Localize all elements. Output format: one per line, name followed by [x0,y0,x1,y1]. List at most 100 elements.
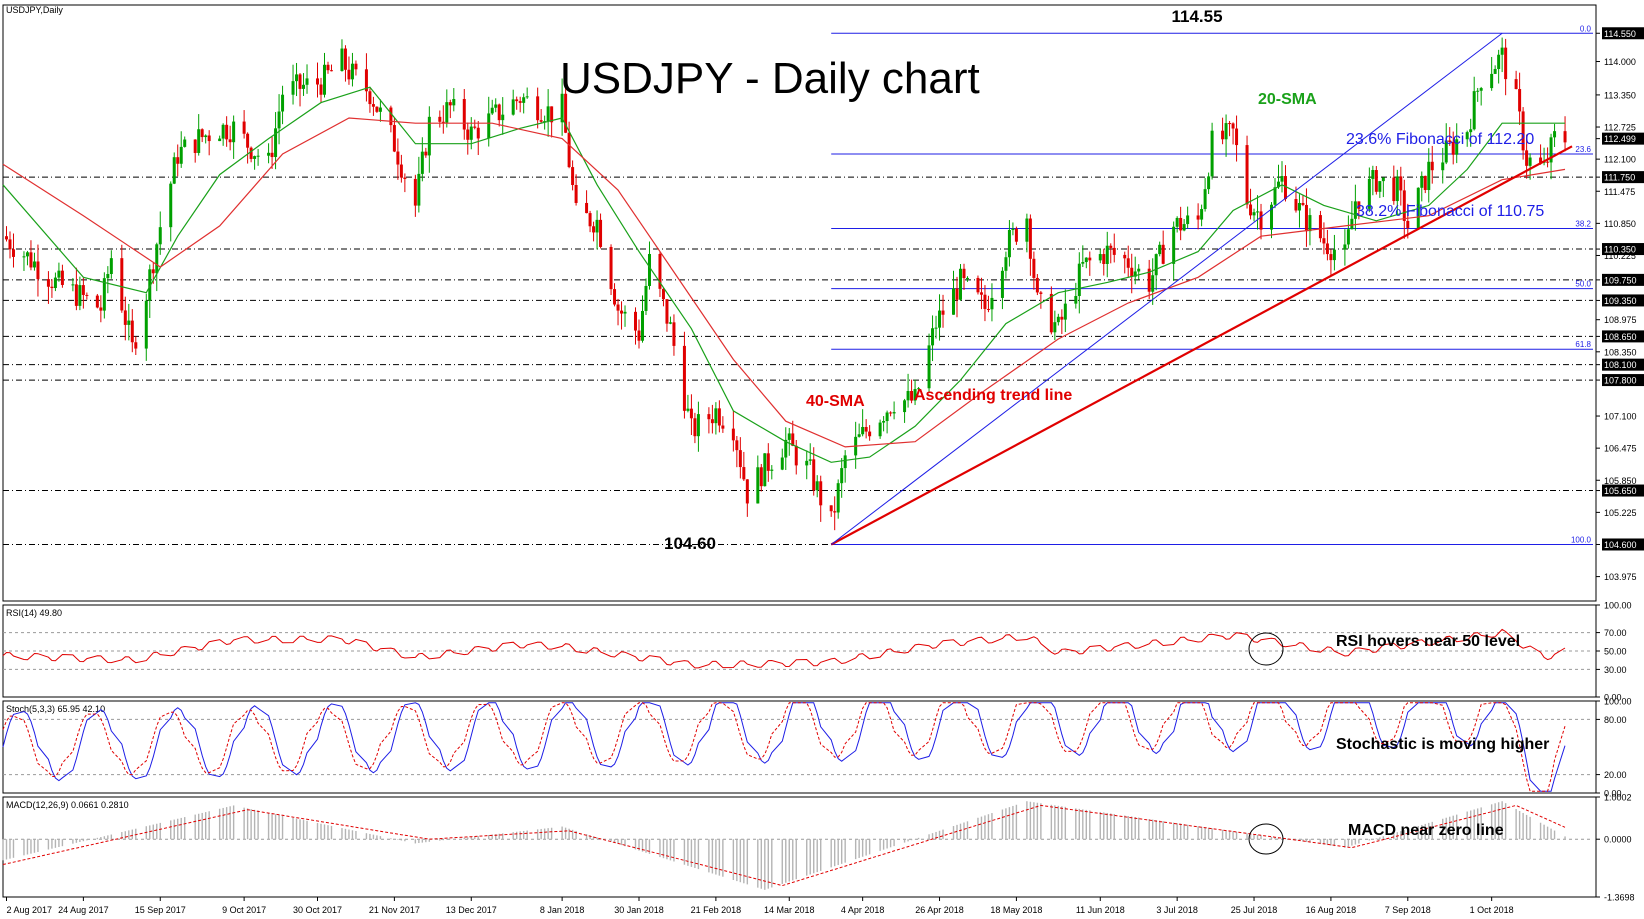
candle-body [1245,145,1249,205]
candle-body [183,139,187,147]
candle-body [1123,254,1127,259]
candle-body [1451,142,1455,155]
candle-body [693,418,697,437]
candle-body [1448,140,1452,143]
candle-body [347,69,351,80]
candle-body [1105,245,1109,264]
date-tick-label: 21 Feb 2018 [691,905,742,915]
candle-body [780,457,784,470]
candle-body [595,219,599,233]
candle-body [1102,254,1106,264]
candle-body [1357,201,1361,209]
candle-body [207,135,211,142]
candle-body [1182,224,1186,231]
candle-body [46,279,50,287]
candle-body [1056,316,1060,323]
candle-body [1423,175,1427,191]
sma20-line [2,86,1565,463]
candle-body [123,310,127,325]
candle-body [546,106,550,122]
candle-body [815,481,819,491]
candle-body [1276,181,1280,188]
candle-body [319,84,323,95]
candle-body [32,261,36,268]
macd-tick-label: 1.0002 [1604,793,1632,803]
date-tick-label: 7 Sep 2018 [1385,905,1431,915]
panel-frame-0 [2,4,1597,602]
price-tick-label: 114.550 [1604,29,1636,39]
candle-body [1563,131,1567,143]
candle-body [1353,201,1357,219]
candle-body [1308,215,1312,232]
candle-body [1063,303,1067,320]
candle-body [1371,170,1375,179]
candle-body [1249,204,1253,216]
candle-body [102,278,106,311]
candle-body [791,433,795,446]
candle-body [571,167,575,185]
candle-body [564,93,568,133]
date-tick-label: 30 Jan 2018 [614,905,664,915]
candle-body [204,135,208,138]
candle-body [60,270,64,285]
candle-body [668,322,672,324]
date-tick-label: 1 Oct 2018 [1470,905,1514,915]
candle-body [1469,129,1473,133]
date-tick-label: 21 Nov 2017 [369,905,420,915]
candle-body [938,310,942,328]
price-tick-highlight [1602,374,1644,387]
candle-body [228,139,232,143]
candle-body [1270,204,1274,230]
candle-body [1297,202,1301,211]
candle-body [756,467,760,504]
candle-body [354,63,358,70]
candle-body [270,152,274,158]
candle-body [522,97,526,103]
candle-body [350,63,354,80]
candle-body [539,120,543,122]
candle-body [1179,217,1183,231]
candle-body [193,139,197,153]
candle-body [225,124,229,140]
candle-body [242,121,246,134]
sma20-annotation: 20-SMA [1258,91,1317,108]
candle-body [11,249,15,257]
candle-body [965,277,969,279]
candle-body [74,284,78,306]
price-tick-highlight [1602,330,1644,343]
trend-lines [830,32,1573,546]
date-tick-label: 4 Apr 2018 [841,905,885,915]
candle-body [1444,140,1448,163]
candle-body [1318,215,1322,239]
candle-body [805,460,809,466]
candle-body [378,107,382,112]
candle-body [696,414,700,437]
price-tick-label: 110.225 [1604,251,1636,261]
date-tick-label: 13 Dec 2017 [446,905,497,915]
date-tick-label: 16 Aug 2018 [1306,905,1357,915]
macd-highlight-circle [1248,823,1284,855]
sma40-line [2,117,1566,448]
indicator-panels: RSI(14) 49.80 Stoch(5,3,3) 65.95 42.10 MAC… [2,608,1593,890]
candle-body [375,106,379,112]
candle-body [1147,268,1151,292]
candle-body [1133,271,1137,277]
rsi-tick-label: 70.00 [1604,628,1627,638]
price-tick-label: 108.975 [1604,315,1637,325]
candle-body [151,269,155,274]
fib236-annotation: 23.6% Fibonacci of 112.20 [1346,131,1534,148]
price-tick-highlight [1602,538,1644,551]
date-tick-label: 8 Jan 2018 [540,905,585,915]
candle-body [1175,217,1179,227]
price-tick-highlight [1602,132,1644,145]
trendline-annotation: Ascending trend line [914,387,1072,404]
candle-body [979,292,983,295]
candle-body [1088,257,1092,261]
candle-body [721,425,725,429]
price-tick-label: 113.350 [1604,90,1636,100]
fib-level-label: 38.2 [1575,220,1591,229]
candle-body [955,288,959,300]
date-tick-label: 25 Jul 2018 [1231,905,1278,915]
candle-body [389,107,393,126]
candle-body [1476,90,1480,92]
